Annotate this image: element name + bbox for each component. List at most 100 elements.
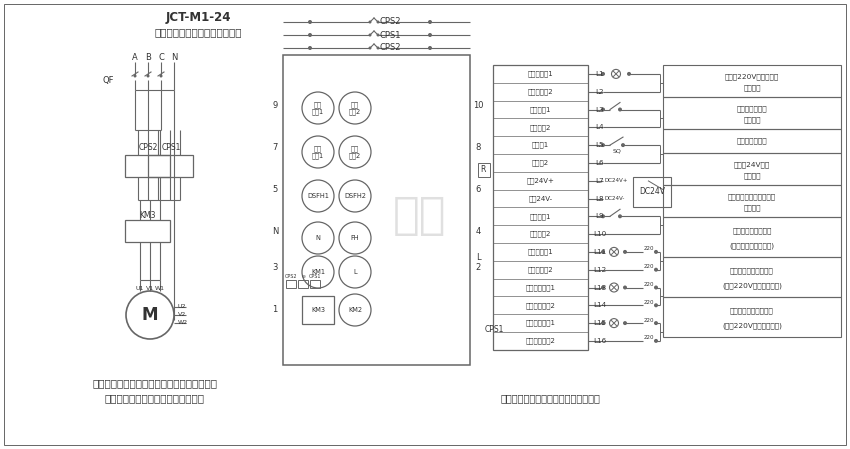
Text: QF: QF: [103, 75, 114, 84]
Bar: [298, 280, 308, 288]
Circle shape: [654, 304, 658, 307]
Text: CPS1: CPS1: [485, 326, 504, 335]
Text: KM3: KM3: [311, 307, 325, 313]
Text: L16: L16: [593, 338, 607, 344]
Text: L13: L13: [593, 285, 607, 291]
Circle shape: [601, 143, 605, 147]
Circle shape: [654, 250, 658, 254]
Circle shape: [428, 46, 432, 50]
Text: N: N: [315, 235, 320, 241]
Text: 高速启动: 高速启动: [743, 173, 761, 179]
Text: 低速
反馈2: 低速 反馈2: [348, 101, 361, 115]
Circle shape: [369, 34, 371, 36]
Text: L14: L14: [593, 302, 607, 308]
Text: 6: 6: [475, 185, 481, 194]
Text: 防火阀限位开关: 防火阀限位开关: [737, 138, 768, 144]
Circle shape: [601, 250, 605, 254]
Bar: [302, 296, 334, 324]
Text: 消防兼平时两用双速风机控制器: 消防兼平时两用双速风机控制器: [154, 27, 241, 37]
Text: N: N: [171, 53, 177, 62]
Text: 低速
反馈1: 低速 反馈1: [312, 101, 324, 115]
Text: 本图仅供参考，请按实际需求修改使用: 本图仅供参考，请按实际需求修改使用: [500, 393, 600, 403]
Text: L8: L8: [596, 195, 604, 202]
Bar: [663, 297, 841, 337]
Circle shape: [623, 250, 627, 254]
Text: 低速运行反馈2: 低速运行反馈2: [525, 302, 555, 308]
Text: FH: FH: [351, 235, 360, 241]
Text: CPS2: CPS2: [285, 274, 297, 279]
Text: 高速启动: 高速启动: [743, 117, 761, 123]
Text: 低速启动: 低速启动: [743, 205, 761, 211]
Bar: [663, 153, 841, 185]
Bar: [663, 97, 841, 129]
Circle shape: [428, 20, 432, 24]
Text: KM2: KM2: [348, 307, 362, 313]
Text: L1: L1: [596, 71, 604, 77]
Text: 220: 220: [644, 317, 654, 322]
Text: V2: V2: [178, 313, 186, 317]
Circle shape: [308, 20, 312, 24]
Bar: [493, 65, 588, 350]
Text: L2: L2: [596, 89, 604, 95]
Bar: [125, 220, 170, 242]
Text: 220: 220: [644, 282, 654, 287]
Text: 高速运行状态信号反馈: 高速运行状态信号反馈: [730, 308, 774, 314]
Text: L3: L3: [596, 106, 604, 113]
Text: 硬线启动与消防接点控制的是风机的高速状态: 硬线启动与消防接点控制的是风机的高速状态: [93, 378, 218, 388]
Text: (手动断开、自动闭合): (手动断开、自动闭合): [729, 242, 774, 249]
Text: 220: 220: [644, 300, 654, 305]
Circle shape: [369, 21, 371, 23]
Circle shape: [621, 143, 625, 147]
Text: L6: L6: [596, 160, 604, 166]
Text: 10: 10: [473, 101, 484, 110]
Text: DC24V+: DC24V+: [605, 178, 628, 183]
Text: L5: L5: [596, 142, 604, 148]
Text: 7: 7: [272, 144, 278, 153]
Circle shape: [146, 75, 150, 78]
Text: 硬启指示灯2: 硬启指示灯2: [528, 88, 553, 95]
Circle shape: [377, 34, 379, 36]
Text: L4: L4: [596, 124, 604, 130]
Bar: [663, 217, 841, 257]
Circle shape: [618, 214, 622, 218]
Circle shape: [160, 75, 162, 78]
Circle shape: [623, 321, 627, 325]
Circle shape: [308, 46, 312, 50]
Text: 高速启动: 高速启动: [743, 85, 761, 91]
Text: CPS1: CPS1: [379, 31, 400, 40]
Bar: [310, 280, 320, 288]
Text: B: B: [145, 53, 151, 62]
Text: 8: 8: [475, 144, 481, 153]
Text: W1: W1: [155, 286, 165, 291]
Bar: [283, 55, 470, 365]
Text: 220: 220: [644, 264, 654, 269]
Text: 硬启指示灯1: 硬启指示灯1: [528, 70, 553, 77]
Bar: [663, 257, 841, 297]
Circle shape: [601, 286, 605, 290]
Text: L11: L11: [593, 249, 607, 255]
Circle shape: [654, 321, 658, 325]
Text: 远程楼宇1: 远程楼宇1: [530, 213, 552, 220]
Text: 高速
反馈1: 高速 反馈1: [312, 145, 324, 159]
Text: L7: L7: [596, 178, 604, 184]
Text: (外接220V电源和信号灯): (外接220V电源和信号灯): [722, 322, 782, 329]
Text: DSFH1: DSFH1: [307, 193, 329, 199]
Circle shape: [601, 107, 605, 111]
Bar: [148, 155, 193, 177]
Text: CPS2: CPS2: [139, 144, 158, 153]
Circle shape: [618, 107, 622, 111]
Circle shape: [308, 33, 312, 37]
Text: 1: 1: [272, 305, 278, 314]
Text: V1: V1: [146, 286, 154, 291]
Circle shape: [654, 339, 658, 343]
Text: 远程楼宇2: 远程楼宇2: [530, 231, 551, 238]
Bar: [478, 163, 490, 177]
Text: U2: U2: [178, 304, 186, 309]
Text: (外接220V电源和信号灯): (外接220V电源和信号灯): [722, 282, 782, 289]
Circle shape: [369, 47, 371, 49]
Text: 接楼宇集中控制启动信号: 接楼宇集中控制启动信号: [728, 193, 776, 199]
Text: A: A: [132, 53, 138, 62]
Bar: [633, 176, 671, 207]
Bar: [286, 280, 296, 288]
Text: 高速运行反馈2: 高速运行反馈2: [525, 338, 555, 344]
